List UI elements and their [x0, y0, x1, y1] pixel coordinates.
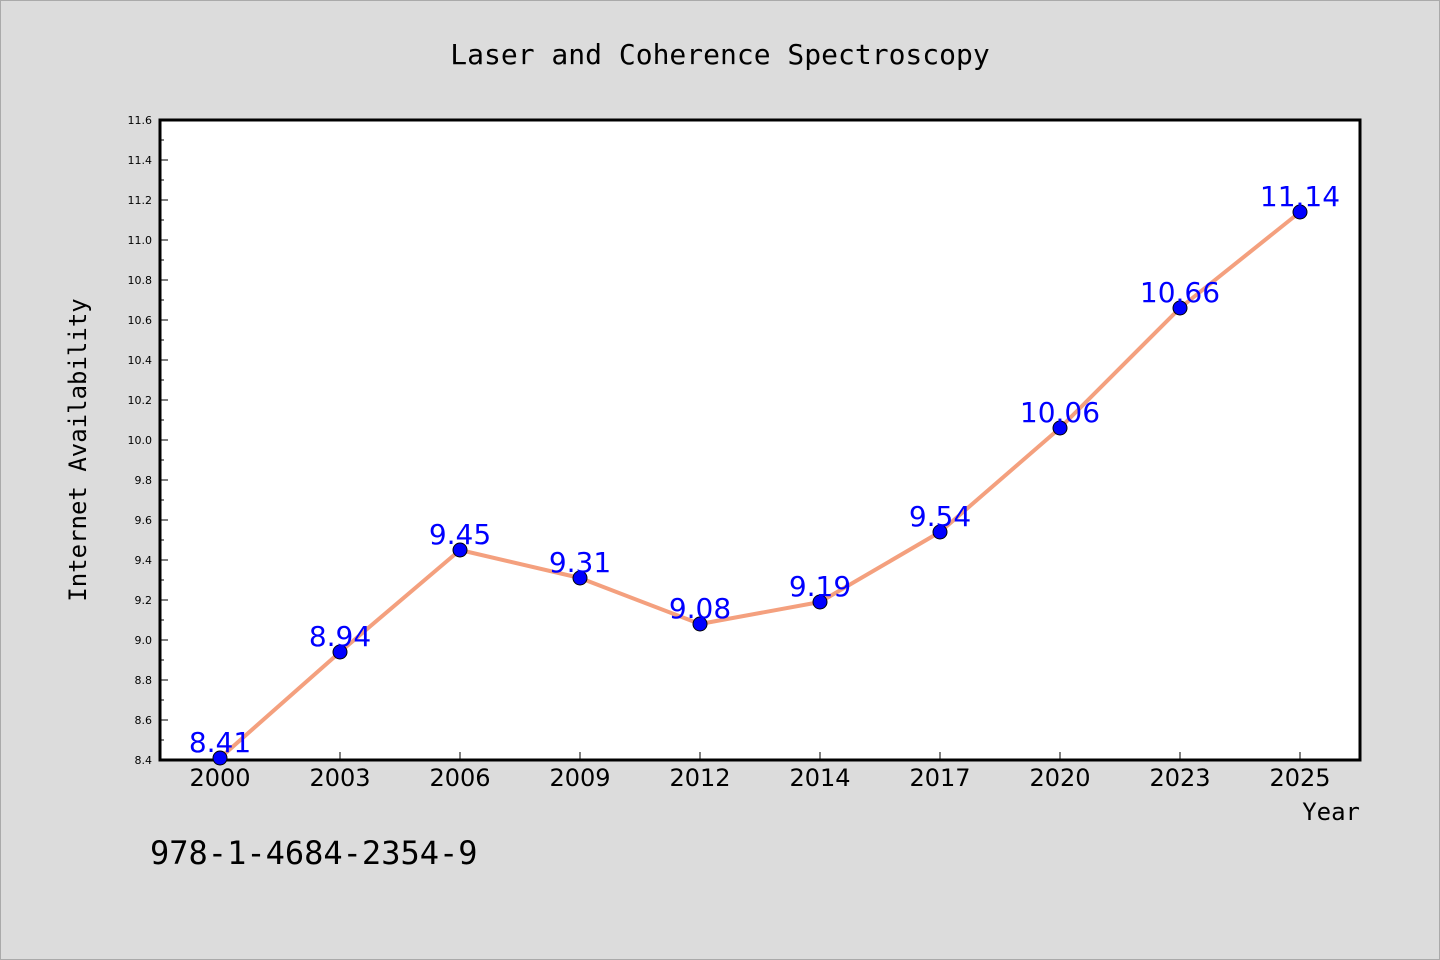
data-point: [812, 594, 828, 610]
x-tick-label: 2023: [1149, 764, 1210, 792]
data-label: 9.08: [669, 592, 731, 625]
data-point: [1292, 204, 1308, 220]
y-tick-label: 9.0: [135, 634, 153, 647]
data-label: 10.66: [1140, 276, 1220, 309]
data-label: 9.31: [549, 546, 611, 579]
y-tick-label: 10.0: [128, 434, 153, 447]
x-tick-label: 2012: [669, 764, 730, 792]
data-label: 10.06: [1020, 396, 1100, 429]
x-tick-label: 2014: [789, 764, 850, 792]
data-label: 11.14: [1260, 180, 1340, 213]
y-axis: 8.4 8.6 8.8 9.0 9.2 9.4 9.6 9.8 10.0 10.2 10.4 10.6…: [128, 114, 168, 767]
data-label: 9.54: [909, 500, 971, 533]
y-tick-label: 8.4: [135, 754, 153, 767]
x-tick-label: 2003: [309, 764, 370, 792]
x-tick-label: 2017: [909, 764, 970, 792]
data-point: [1052, 420, 1068, 436]
y-axis-label: Internet Availability: [64, 298, 92, 601]
footer-isbn: 978-1-4684-2354-9: [150, 834, 478, 872]
y-tick-label: 10.4: [128, 354, 153, 367]
chart-title: Laser and Coherence Spectroscopy: [450, 38, 989, 71]
data-label: 8.94: [309, 620, 371, 653]
y-tick-label: 10.6: [128, 314, 153, 327]
x-tick-label: 2020: [1029, 764, 1090, 792]
data-label: 9.19: [789, 570, 851, 603]
x-axis: 2000 2003 2006 2009 2012 2014 2017 2020 2023 2025: [189, 752, 1331, 792]
y-tick-label: 9.2: [135, 594, 153, 607]
y-tick-label: 9.6: [135, 514, 153, 527]
y-tick-label: 11.2: [128, 194, 153, 207]
x-tick-label: 2006: [429, 764, 490, 792]
plot-area: [158, 118, 1362, 762]
series-group: 8.41 8.94 9.45 9.31 9.08 9.19 9.54 10.06 10.66 11…: [189, 180, 1340, 766]
data-point: [212, 750, 228, 766]
y-tick-label: 10.8: [128, 274, 153, 287]
y-tick-label: 11.6: [128, 114, 153, 127]
data-point: [332, 644, 348, 660]
data-point: [692, 616, 708, 632]
y-tick-label: 8.6: [135, 714, 153, 727]
y-tick-label: 10.2: [128, 394, 153, 407]
x-tick-label: 2009: [549, 764, 610, 792]
data-point: [452, 542, 468, 558]
y-tick-label: 11.4: [128, 154, 153, 167]
y-tick-label: 11.0: [128, 234, 153, 247]
data-label: 8.41: [189, 726, 251, 759]
data-label: 9.45: [429, 518, 491, 551]
series-line: [218, 210, 1302, 760]
y-tick-label: 8.8: [135, 674, 153, 687]
data-point: [572, 570, 588, 586]
x-tick-label: 2025: [1269, 764, 1330, 792]
y-tick-label: 9.4: [135, 554, 153, 567]
data-point: [932, 524, 948, 540]
y-tick-label: 9.8: [135, 474, 153, 487]
x-axis-label: Year: [1302, 798, 1360, 826]
data-point: [1172, 300, 1188, 316]
x-tick-label: 2000: [189, 764, 250, 792]
